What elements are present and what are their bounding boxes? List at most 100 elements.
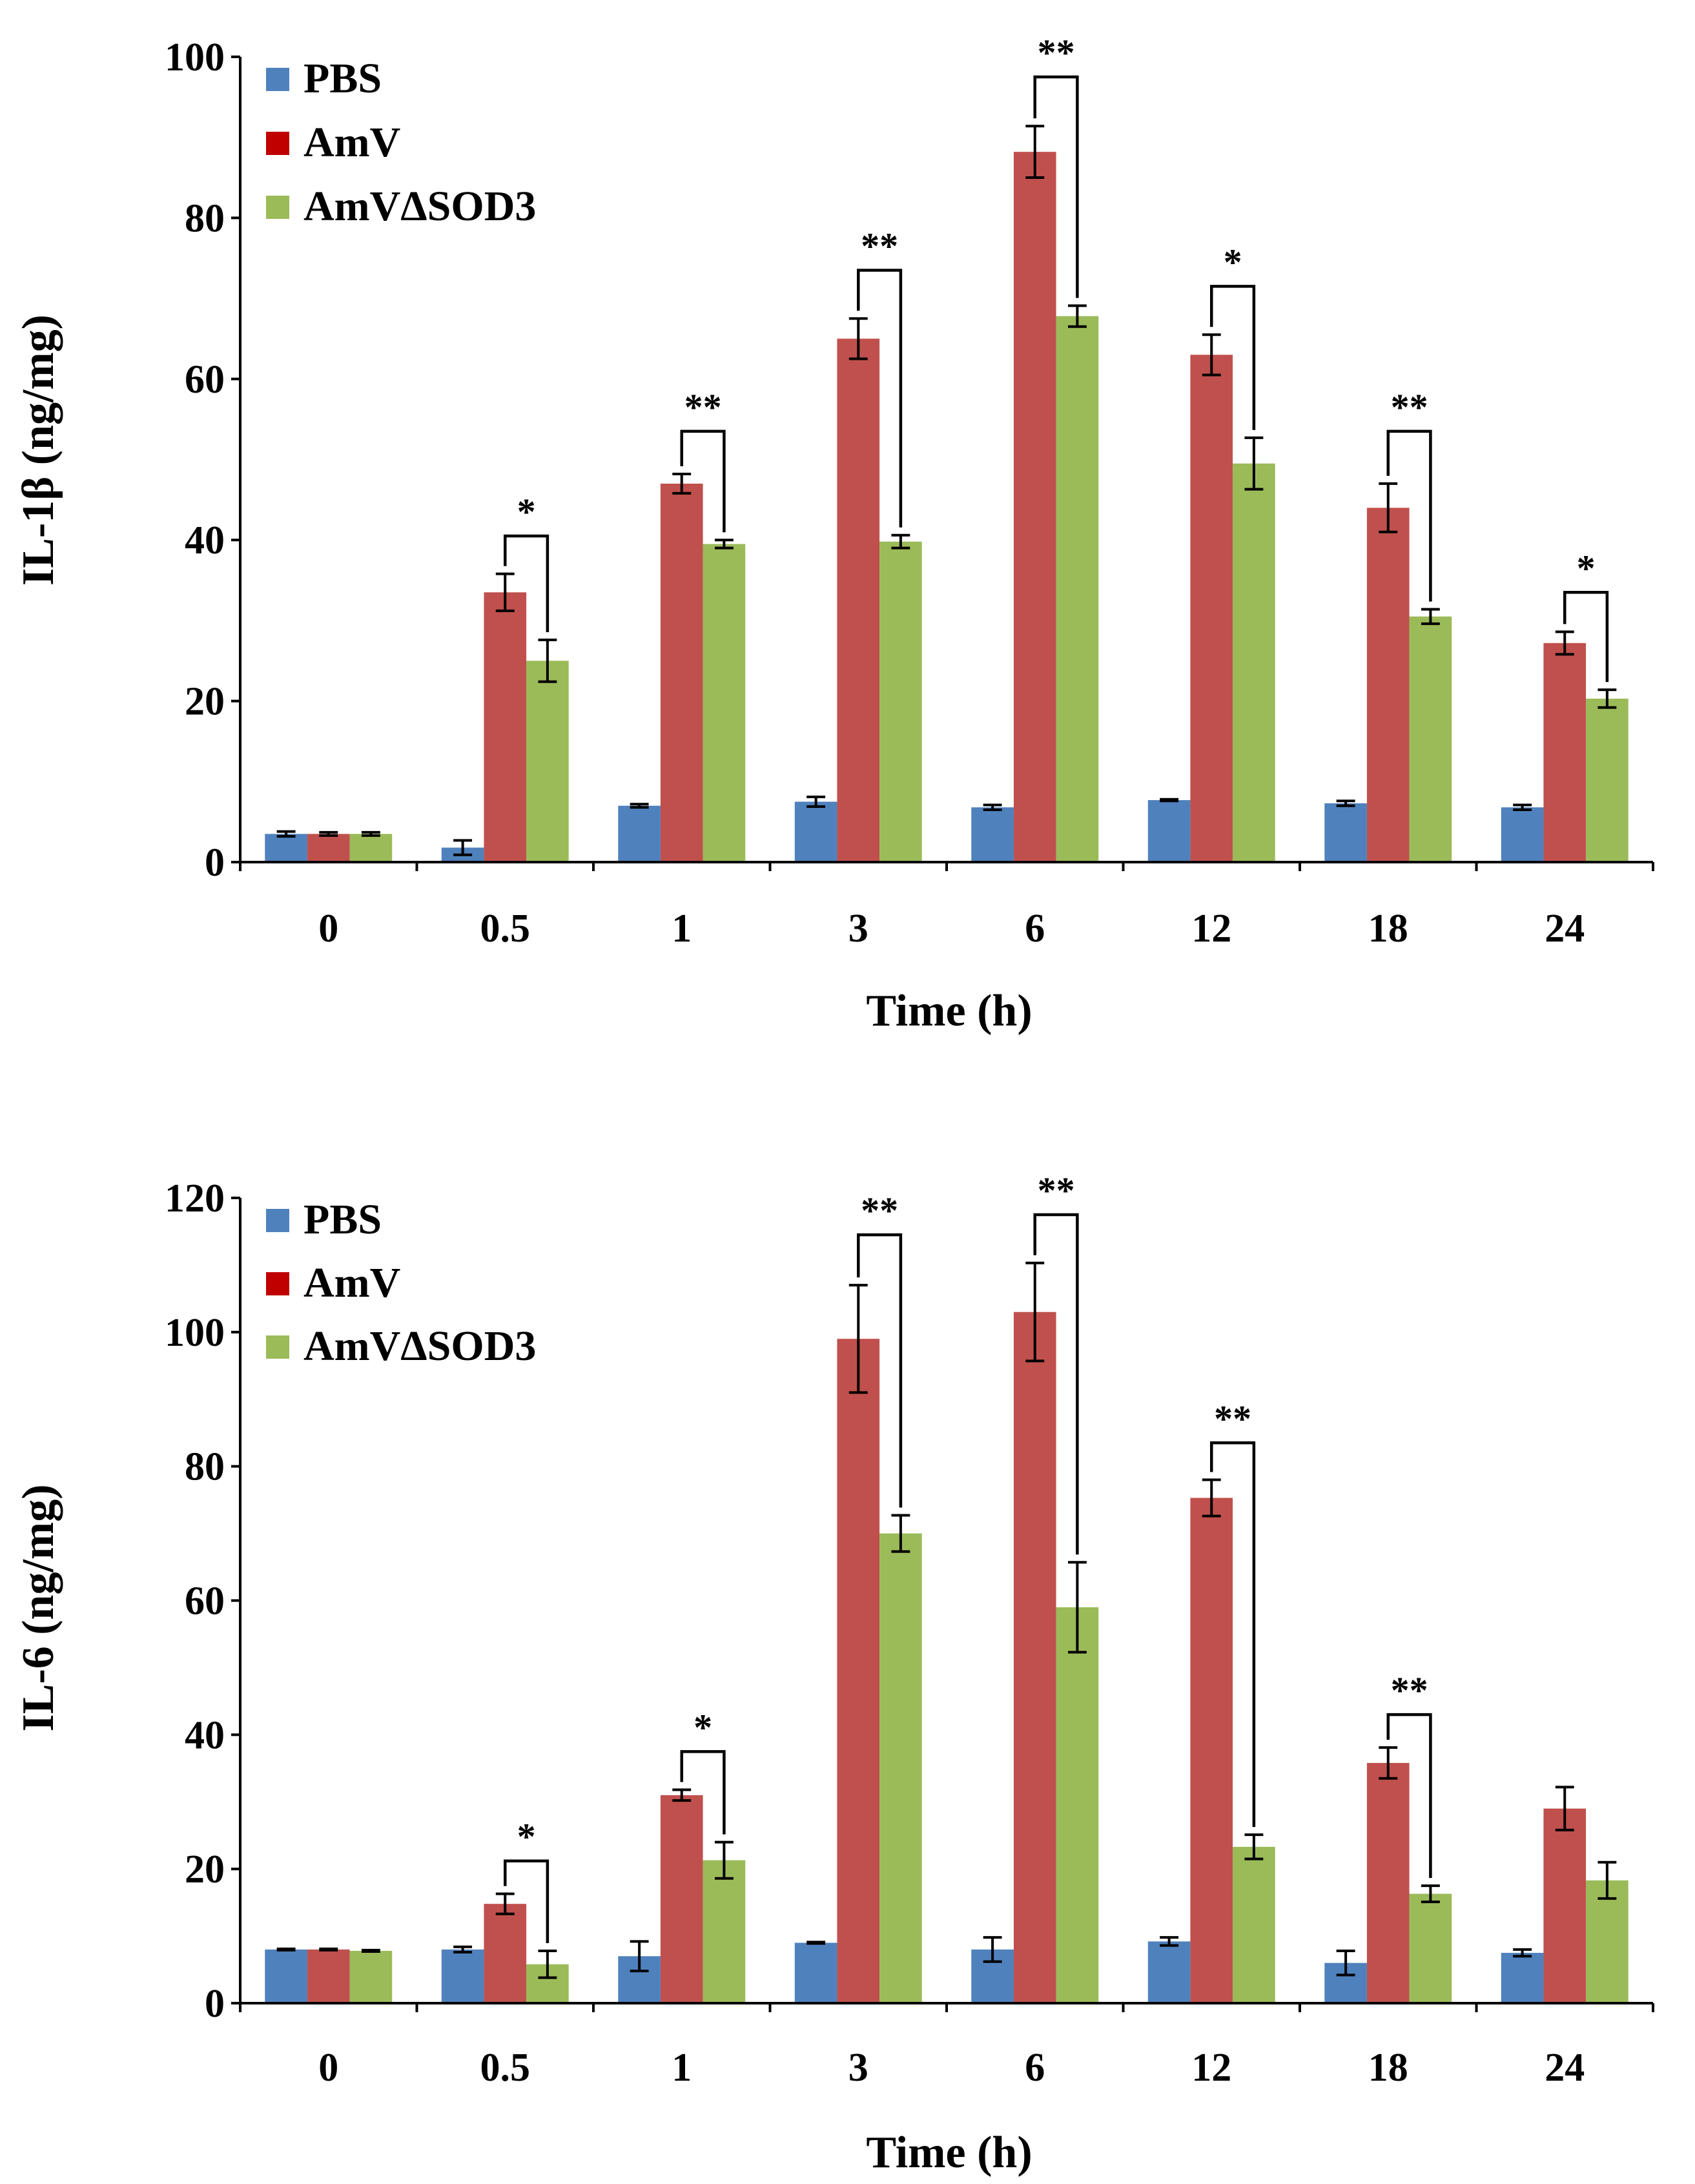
error-bar [1597,688,1617,709]
error-bar [361,830,380,837]
significance-bracket [504,534,550,632]
bar [265,834,307,862]
bar [1190,1498,1233,2003]
legend-swatch-amv [266,1272,289,1295]
significance-label: ** [1038,1169,1075,1211]
significance-bracket [1210,285,1256,430]
y-tick-label: 0 [205,1982,225,2026]
error-bar [672,1788,692,1802]
error-bar [1025,1261,1045,1363]
bar [441,1949,484,2003]
error-bar [1421,608,1440,625]
bar [1543,643,1587,862]
legend-label-pbs: PBS [303,1196,382,1243]
y-tick-label: 60 [185,358,225,402]
x-tick-label: 12 [1191,2046,1231,2090]
x-tick-label: 3 [848,907,868,951]
bar [703,1860,746,2003]
error-bar [1421,1884,1440,1904]
error-bar [1597,1860,1617,1900]
legend-swatch-amv-dsod3 [266,196,289,219]
error-bar [983,803,1002,811]
error-bar [1244,436,1264,491]
error-bar [1336,1949,1355,1977]
error-bar [1379,1746,1398,1780]
y-tick-label: 120 [165,1177,225,1221]
x-tick-label: 24 [1545,2046,1585,2090]
bar [1147,1941,1191,2003]
error-bar [1160,1936,1179,1947]
bar [703,544,746,862]
bar [1586,1880,1628,2003]
error-bar [1555,630,1574,656]
legend-label-pbs: PBS [303,55,382,102]
il6-y-axis-title: IL-6 (ng/mg) [14,1484,63,1731]
bar [1366,1762,1410,2003]
il6-legend: PBS AmV AmVΔSOD3 [266,1196,536,1370]
y-tick-label: 100 [165,1311,225,1355]
y-tick-label: 40 [185,519,225,562]
il1b-legend: PBS AmV AmVΔSOD3 [266,55,536,230]
significance-bracket [1386,429,1432,602]
error-bar [319,830,338,837]
significance-label: ** [861,225,898,267]
legend-swatch-pbs [266,68,289,91]
significance-label: ** [1038,32,1075,74]
bar [660,1795,703,2003]
y-tick-label: 80 [185,196,225,240]
legend-label-amv-dsod3: AmVΔSOD3 [303,183,536,230]
significance-label: * [1224,241,1242,283]
x-tick-label: 1 [672,907,692,951]
error-bar [848,1284,868,1394]
bar [1056,316,1099,862]
bar [484,1904,527,2003]
x-tick-label: 0.5 [480,2046,531,2090]
bar [618,805,661,862]
bar [1013,152,1056,862]
x-tick-label: 6 [1025,907,1045,951]
error-bar [630,803,649,809]
significance-label: ** [1214,1397,1251,1439]
error-bar [538,638,557,683]
bar [1056,1607,1099,2003]
bar [349,1950,393,2003]
error-bar [848,317,868,360]
significance-label: ** [1391,1669,1428,1711]
significance-bracket [1563,591,1609,683]
bar [837,338,880,862]
error-bar [1555,1786,1574,1831]
significance-label: * [517,491,536,533]
significance-bracket [504,1859,550,1943]
il6-x-axis-title: Time (h) [866,2128,1032,2178]
legend-label-amv: AmV [303,119,400,166]
bar [1233,463,1275,862]
x-tick-label: 6 [1025,2046,1045,2090]
x-tick-label: 0.5 [480,907,531,951]
error-bar [361,1948,380,1953]
bar [1013,1312,1056,2003]
error-bar [806,795,826,808]
bar [1501,1953,1544,2003]
significance-bracket [680,429,726,533]
x-tick-label: 18 [1368,907,1408,951]
significance-label: * [1577,547,1596,589]
il6-chart: IL-6 (ng/mg) Time (h) PBS AmV AmVΔSOD3 0… [14,1169,1654,2178]
bar [526,661,569,862]
bar [1147,799,1191,862]
bar [307,834,350,862]
error-bar [983,1936,1002,1963]
y-tick-label: 0 [205,841,225,885]
bar [1543,1808,1587,2003]
error-bar [1336,799,1355,807]
bar [484,592,527,862]
error-bar [891,1514,910,1553]
il1b-y-axis-title: IL-1β (ng/mg) [14,314,63,586]
error-bar [1067,304,1087,328]
x-tick-label: 18 [1368,2046,1408,2090]
bar [794,1942,837,2003]
significance-bracket [857,1233,903,1508]
significance-bracket [1386,1713,1432,1879]
x-tick-label: 0 [318,2046,338,2090]
y-tick-label: 100 [165,36,225,79]
bar [1233,1846,1275,2003]
